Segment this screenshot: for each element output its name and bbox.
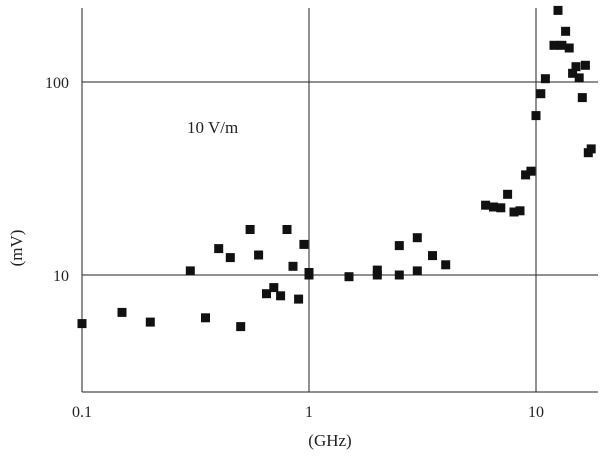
data-point [412,266,422,276]
axes [81,8,598,393]
data-point [571,62,581,72]
x-tick-label: 1 [305,404,313,421]
data-point [515,206,525,216]
data-point [276,291,286,301]
data-point [201,313,210,323]
data-point [262,289,271,299]
field-strength-annotation: 10 V/m [187,118,238,137]
data-point [372,270,382,280]
data-point [214,244,224,254]
data-point [561,26,571,36]
data-point [564,43,574,53]
data-point [441,260,451,270]
data-point [586,144,596,154]
y-axis-label: (mV) [7,230,26,267]
data-point [117,307,127,317]
data-point [526,166,536,176]
data-point [185,266,195,276]
data-point [577,93,587,103]
data-point [553,5,563,15]
data-point [245,225,255,234]
y-tick-label: 100 [45,75,69,92]
data-point [557,40,567,50]
tick-labels: 0.1 1 10 10 100 [45,75,544,421]
data-point [509,207,519,217]
data-point [299,239,309,249]
data-point [394,241,404,251]
x-tick-label: 0.1 [72,404,92,421]
data-point [531,111,541,121]
data-point [574,73,584,83]
data-point [145,317,155,327]
x-tick-label: 10 [528,404,544,421]
data-point [540,74,550,84]
data-point [496,203,506,213]
grid-lines [82,8,598,392]
data-point [288,261,298,271]
data-point [77,319,87,329]
y-tick-label: 10 [53,268,69,285]
data-points [77,5,596,332]
data-point [412,233,422,243]
data-point [428,251,437,261]
data-point [236,322,246,332]
data-point [269,283,279,293]
data-point [394,270,404,280]
data-point [344,272,354,282]
data-point [225,253,235,263]
data-point [536,89,546,99]
data-point [489,202,498,212]
data-point [580,60,590,70]
data-point [568,68,578,78]
data-point [282,225,292,234]
data-point [372,265,382,275]
data-point [549,40,559,50]
data-point [503,189,513,199]
data-point [481,200,491,210]
data-point [304,268,314,277]
x-axis-label: (GHz) [308,431,351,450]
data-point [521,170,531,180]
data-point [294,294,304,304]
data-point [254,250,264,260]
